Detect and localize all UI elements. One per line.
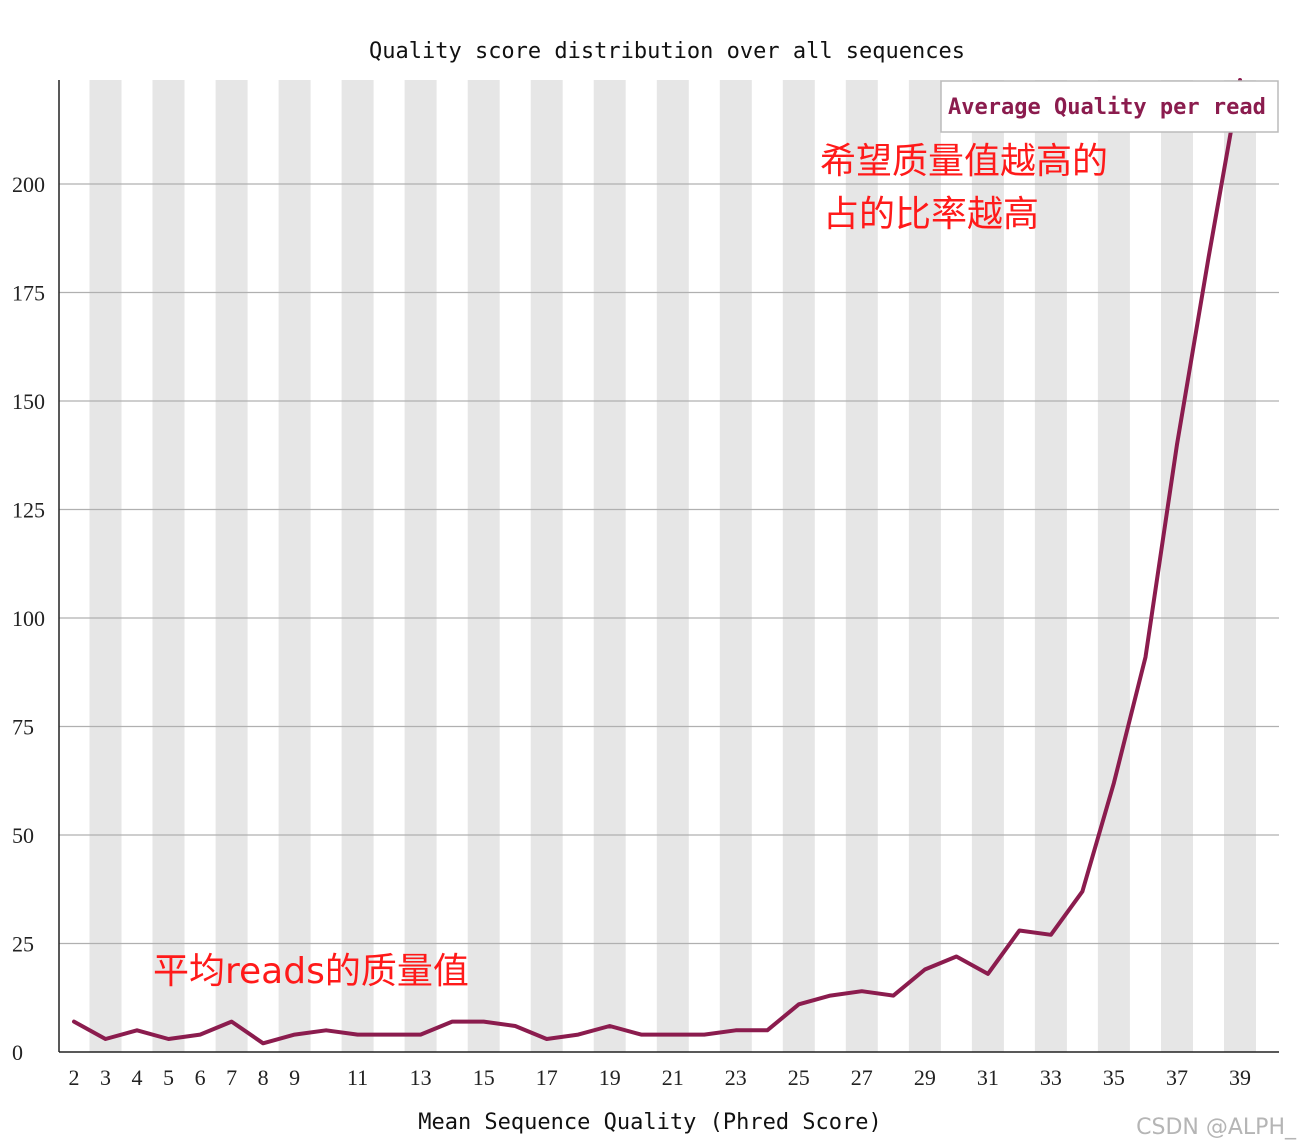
y-tick-label: 150 (12, 389, 45, 414)
x-tick-label: 9 (289, 1065, 300, 1090)
annotation-high-quality-line2: 占的比率越高 (823, 194, 1039, 235)
column-band (1161, 80, 1193, 1052)
annotation-high-quality-line1: 希望质量值越高的 (820, 141, 1108, 182)
y-tick-label: 50 (12, 823, 34, 848)
column-band (530, 80, 563, 1052)
column-band (593, 80, 626, 1052)
column-band (1224, 80, 1256, 1052)
x-tick-label: 17 (536, 1065, 558, 1090)
column-band (719, 80, 752, 1052)
y-tick-label: 175 (12, 281, 45, 306)
x-tick-label: 29 (914, 1065, 936, 1090)
x-tick-label: 21 (662, 1065, 684, 1090)
legend-entry: Average Quality per read (948, 95, 1266, 120)
chart-title: Quality score distribution over all sequ… (369, 39, 965, 64)
column-band (1097, 80, 1130, 1052)
x-tick-label: 33 (1040, 1065, 1062, 1090)
axes (58, 80, 1279, 1053)
column-band (404, 80, 437, 1052)
x-tick-label: 7 (226, 1065, 237, 1090)
x-tick-label: 4 (132, 1065, 143, 1090)
y-tick-label: 125 (12, 498, 45, 523)
x-tick-label: 27 (851, 1065, 873, 1090)
column-band (215, 80, 248, 1052)
x-tick-label: 35 (1103, 1065, 1125, 1090)
y-tick-label: 0 (12, 1040, 23, 1065)
x-tick-labels: 2 3 4 5 6 7 8 9 11 13 15 17 19 21 23 25 27 29 31 33 35 37 39 (69, 1065, 1252, 1090)
x-tick-label: 23 (725, 1065, 747, 1090)
x-tick-label: 31 (977, 1065, 999, 1090)
x-tick-label: 11 (347, 1065, 368, 1090)
series-line (72, 78, 1242, 1046)
column-band (341, 80, 374, 1052)
x-axis-label: Mean Sequence Quality (Phred Score) (418, 1110, 882, 1135)
legend: Average Quality per read (940, 80, 1279, 133)
column-band (89, 80, 122, 1052)
column-band (656, 80, 689, 1052)
column-band (467, 80, 500, 1052)
series-lines (72, 78, 1242, 1046)
column-bands (89, 80, 1256, 1052)
column-band (278, 80, 311, 1052)
x-tick-label: 5 (163, 1065, 174, 1090)
x-tick-label: 39 (1229, 1065, 1251, 1090)
x-tick-label: 13 (410, 1065, 432, 1090)
column-band (971, 80, 1004, 1052)
y-tick-label: 75 (12, 715, 34, 740)
y-tick-label: 200 (12, 172, 45, 197)
watermark: CSDN @ALPH_ (1136, 1115, 1297, 1140)
column-band (908, 80, 941, 1052)
x-tick-label: 3 (100, 1065, 111, 1090)
horizontal-gridlines (59, 183, 1279, 945)
x-tick-label: 6 (195, 1065, 206, 1090)
x-tick-label: 2 (69, 1065, 80, 1090)
y-tick-label: 25 (12, 932, 34, 957)
x-tick-label: 25 (788, 1065, 810, 1090)
x-tick-label: 37 (1166, 1065, 1188, 1090)
column-band (152, 80, 185, 1052)
annotation-average-reads: 平均reads的质量值 (153, 951, 469, 992)
y-tick-labels: 0 25 50 75 100 125 150 175 200 (12, 172, 45, 1065)
x-tick-label: 19 (599, 1065, 621, 1090)
x-tick-label: 8 (258, 1065, 269, 1090)
column-band (845, 80, 878, 1052)
column-band (782, 80, 815, 1052)
x-tick-label: 15 (473, 1065, 495, 1090)
y-tick-label: 100 (12, 606, 45, 631)
column-band (1034, 80, 1067, 1052)
legend-box (940, 80, 1279, 133)
